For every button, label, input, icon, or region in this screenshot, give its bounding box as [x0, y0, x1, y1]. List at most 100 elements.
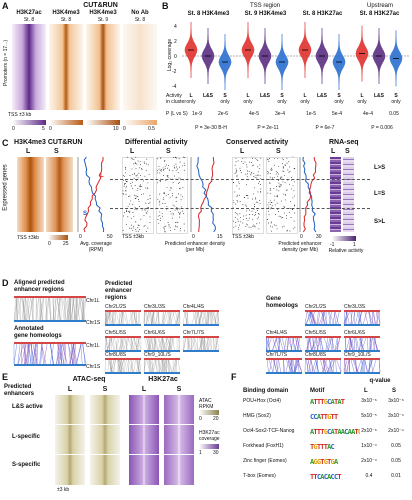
link	[120, 359, 123, 373]
chromosome-bar	[305, 336, 341, 338]
motif-base: A	[340, 428, 345, 436]
enhancer-dot	[290, 188, 292, 190]
col-S: S	[345, 148, 350, 155]
enhancer-dot	[129, 227, 131, 229]
link	[297, 337, 299, 351]
link	[114, 311, 117, 325]
binding-domain: POU+Hox (Oct4)	[243, 398, 281, 404]
enhancer-dot	[284, 199, 286, 201]
link	[133, 311, 136, 325]
link	[36, 343, 38, 365]
enhancer-dot	[164, 168, 166, 170]
enhancer-dot	[236, 194, 238, 196]
synteny-cell	[144, 336, 181, 352]
enhancer-dot	[161, 215, 163, 217]
enhancer-dot	[159, 169, 161, 171]
motif-base: C	[344, 428, 348, 436]
enhancer-dots	[122, 156, 296, 233]
trace-S	[196, 156, 217, 233]
enhancer-dot	[175, 197, 177, 199]
link	[288, 359, 292, 373]
enhancer-dot	[156, 158, 158, 160]
row-axis-label: Expressed genes	[2, 164, 9, 211]
col-L: L	[240, 148, 245, 155]
link	[79, 297, 84, 321]
enhancer-dot	[147, 182, 149, 184]
enhancer-dot	[135, 168, 137, 170]
enhancer-dot	[236, 170, 238, 172]
link	[68, 297, 71, 321]
enhancer-dot	[174, 205, 176, 207]
enhancer-dot	[276, 186, 278, 187]
motif-base: A	[327, 443, 331, 451]
link	[269, 359, 272, 373]
enhancer-dot	[267, 192, 269, 194]
link	[169, 311, 172, 325]
link	[272, 337, 277, 351]
link	[62, 343, 68, 365]
link	[286, 337, 289, 351]
enhancer-dot	[175, 201, 177, 203]
enhancer-dot	[183, 230, 185, 232]
link	[108, 311, 111, 325]
enhancer-dot	[271, 205, 273, 207]
link	[144, 359, 145, 373]
link	[174, 359, 176, 373]
enhancer-dot	[129, 174, 131, 176]
enhancer-dot	[159, 204, 161, 206]
link	[115, 337, 120, 351]
group-title: St. 8 H3K27ac	[302, 11, 343, 17]
p-value: 3e-4	[274, 111, 285, 117]
enhancer-dot	[123, 193, 125, 195]
link	[149, 337, 151, 351]
enhancer-dot	[139, 161, 141, 163]
enhancer-dot	[130, 200, 132, 202]
chromosome-bar	[305, 324, 341, 326]
link	[21, 297, 25, 321]
enhancer-dot	[168, 169, 170, 171]
link	[314, 337, 320, 351]
link	[328, 337, 333, 351]
link	[159, 359, 162, 373]
enhancer-dot	[273, 199, 275, 201]
link	[121, 359, 125, 373]
enhancer-dot	[250, 173, 252, 175]
q-value-L: 0.4	[365, 473, 373, 479]
link	[28, 297, 33, 321]
link	[73, 343, 76, 365]
link	[346, 311, 350, 325]
enhancer-dot	[243, 215, 245, 217]
enhancer-dot	[127, 156, 129, 158]
binding-domain: Oct4-Sox2-TCF-Nanog	[243, 428, 295, 434]
col-S: S	[102, 386, 108, 393]
enhancer-dot	[270, 206, 272, 208]
colorscale-h3k4me3-2	[86, 120, 120, 125]
enhancer-dot	[286, 215, 287, 217]
link	[74, 297, 79, 321]
enhancer-dot	[258, 182, 260, 184]
enhancer-dot	[273, 164, 275, 166]
trace-S	[302, 156, 317, 233]
col-L: L	[331, 148, 336, 155]
enhancer-dot	[238, 226, 240, 228]
enhancer-dot	[245, 194, 247, 196]
link	[115, 337, 118, 351]
category-label: L	[246, 93, 250, 99]
enhancer-dot	[256, 223, 258, 225]
link	[17, 343, 21, 365]
link	[312, 337, 315, 351]
enhancer-dot	[137, 177, 139, 179]
cell-label: Chr3L/3S	[144, 304, 166, 310]
synteny-cell	[304, 310, 341, 326]
link	[199, 337, 204, 351]
enhancer-dot	[289, 230, 291, 232]
chromosome-bar	[105, 372, 141, 374]
motif-base: G	[358, 428, 360, 436]
link	[266, 337, 268, 351]
link	[355, 311, 359, 325]
enhancer-dot	[257, 210, 259, 211]
enhancer-dot	[122, 190, 124, 192]
chromosome-bar	[344, 372, 380, 374]
row-label: L-specific	[12, 434, 41, 440]
enhancer-dot	[254, 225, 256, 227]
